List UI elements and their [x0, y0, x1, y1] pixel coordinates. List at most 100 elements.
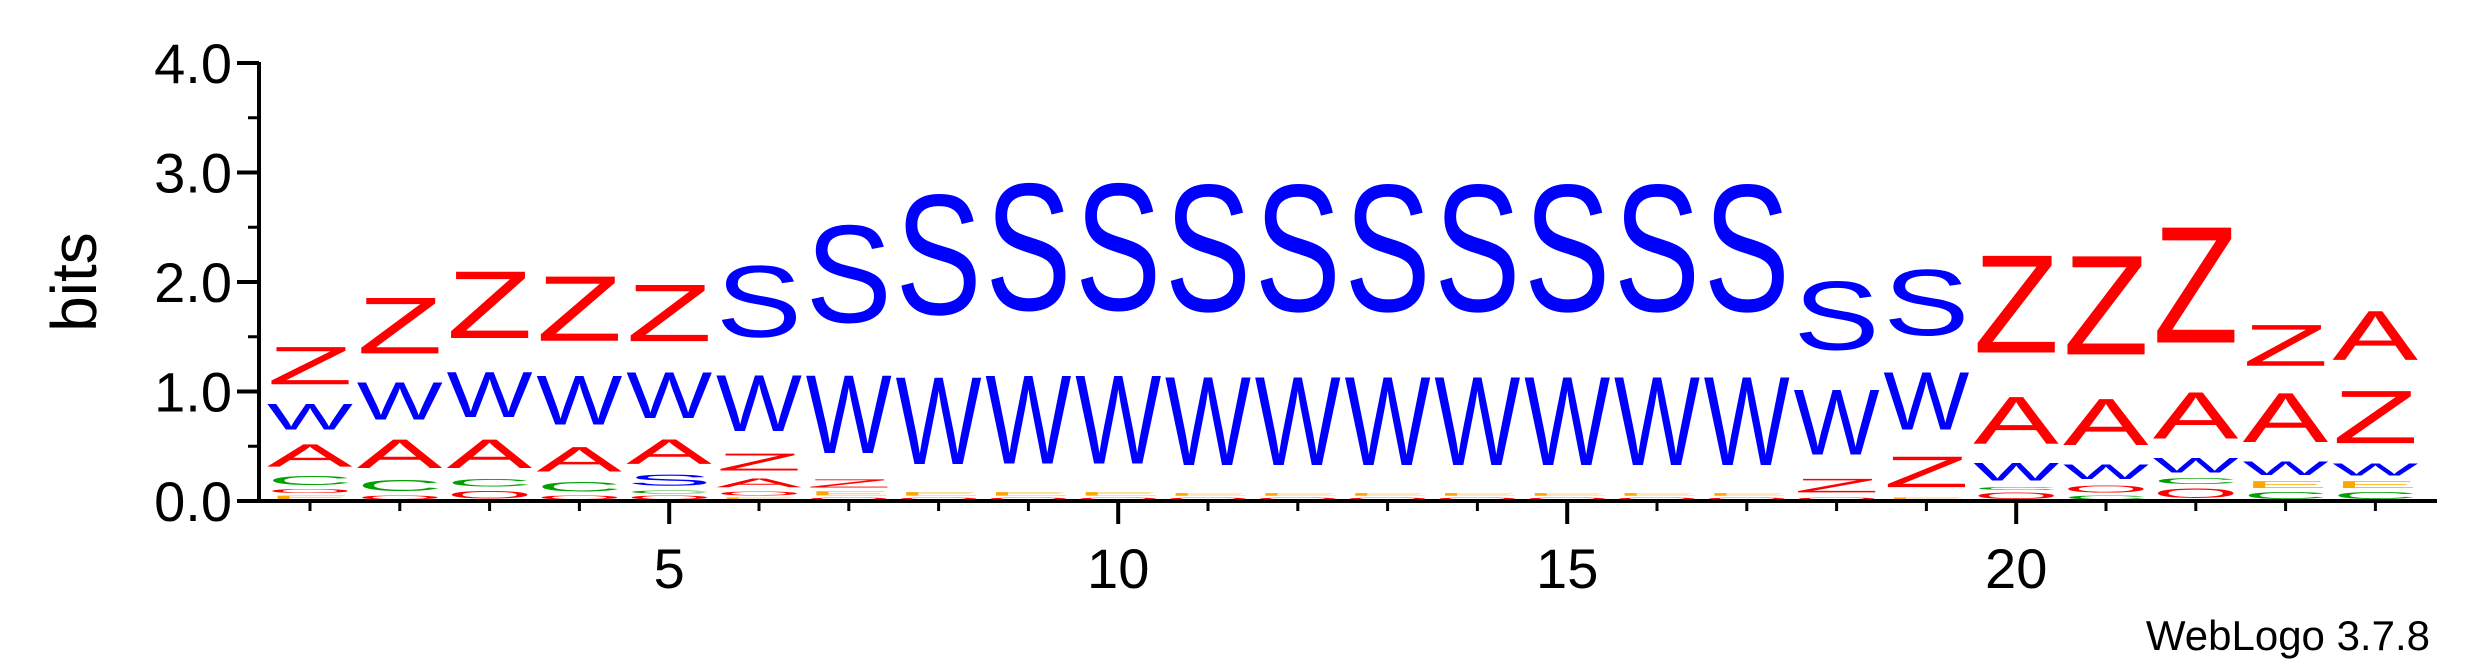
logo-letter-S: S	[806, 196, 892, 352]
logo-letter-E: E	[1883, 497, 1969, 501]
logo-letter-W: W	[267, 396, 353, 438]
logo-letter-Z: Z	[447, 251, 533, 359]
logo-letter-W: W	[1794, 371, 1880, 475]
x-tick-label: 10	[1087, 537, 1149, 600]
logo-axes: 0.0 1.0 2.0 3.0 4.0 5 10 15 20 bits WebLogo 3.7…	[38, 32, 2437, 659]
logo-letter-Z: Z	[2063, 227, 2149, 386]
y-tick-label: 0.0	[154, 470, 232, 533]
y-tick-label: 3.0	[154, 142, 232, 205]
y-tick-label: 2.0	[154, 251, 232, 314]
logo-letter-S: S	[1165, 147, 1251, 350]
logo-letter-Z: Z	[2243, 312, 2329, 378]
logo-stacks: EOCAWZOCAWZOCAWZOCAWZOCSAWZEOAZWSOEZWSOE…	[267, 146, 2418, 501]
logo-letter-Z: Z	[1973, 226, 2059, 383]
logo-letter-E: E	[1075, 491, 1161, 496]
logo-letter-E: E	[1255, 492, 1341, 496]
logo-letter-O: O	[1973, 491, 2059, 501]
logo-letter-A: A	[2063, 384, 2150, 459]
logo-letter-S: S	[1883, 250, 1969, 355]
logo-letter-W: W	[896, 352, 982, 492]
logo-letter-W: W	[2063, 460, 2150, 484]
logo-letter-C: C	[1973, 486, 2059, 491]
logo-letter-Z: Z	[2332, 375, 2418, 459]
logo-letter-S: S	[1255, 147, 1341, 350]
logo-letter-Z: Z	[1794, 475, 1880, 497]
logo-letter-O: O	[626, 494, 712, 501]
logo-letter-S: S	[1524, 147, 1610, 350]
logo-letter-C: C	[536, 479, 622, 494]
logo-letter-S: S	[1614, 147, 1700, 350]
logo-letter-Z: Z	[536, 257, 622, 361]
logo-letter-O: O	[267, 488, 353, 495]
logo-letter-E: E	[716, 497, 802, 501]
logo-letter-C: C	[626, 489, 712, 494]
logo-letter-O: O	[985, 497, 1071, 501]
y-tick-label: 4.0	[154, 32, 232, 95]
logo-letter-O: O	[716, 490, 802, 497]
logo-letter-Z: Z	[1883, 448, 1969, 497]
logo-letter-E: E	[1434, 492, 1520, 496]
logo-letter-W: W	[447, 358, 533, 431]
weblogo-version: WebLogo 3.7.8	[2146, 612, 2430, 659]
logo-letter-E: E	[1614, 492, 1700, 496]
logo-letter-O: O	[357, 494, 443, 501]
logo-letter-A: A	[2332, 296, 2418, 375]
logo-letter-S: S	[1434, 147, 1520, 350]
logo-letter-A: A	[1973, 382, 2059, 458]
logo-letter-W: W	[1524, 351, 1610, 493]
logo-letter-O: O	[1165, 497, 1251, 501]
logo-letter-A: A	[626, 432, 712, 471]
logo-letter-W: W	[1973, 459, 2059, 486]
logo-letter-Z: Z	[357, 281, 443, 371]
logo-letter-O: O	[1075, 497, 1161, 501]
logo-letter-E: E	[1165, 492, 1251, 496]
logo-letter-E: E	[1345, 492, 1431, 496]
logo-letter-E: E	[267, 494, 353, 501]
y-axis-label: bits	[38, 232, 110, 332]
logo-letter-O: O	[1434, 497, 1520, 501]
logo-letter-W: W	[806, 352, 892, 477]
logo-letter-E: E	[985, 491, 1071, 496]
logo-letter-W: W	[1075, 350, 1161, 492]
logo-letter-W: W	[1614, 351, 1700, 493]
logo-letter-O: O	[1345, 497, 1431, 501]
y-tick-label: 1.0	[154, 361, 232, 424]
logo-letter-E: E	[1704, 492, 1790, 496]
logo-letter-C: C	[267, 474, 353, 488]
logo-letter-W: W	[985, 350, 1071, 492]
logo-letter-E: E	[896, 491, 982, 496]
logo-letter-W: W	[716, 359, 802, 449]
logo-letter-Z: Z	[626, 268, 712, 359]
logo-letter-W: W	[1883, 356, 1969, 448]
logo-letter-C: C	[447, 477, 533, 489]
logo-letter-A: A	[536, 440, 622, 479]
logo-letter-W: W	[1345, 351, 1431, 493]
logo-letter-O: O	[1255, 497, 1341, 501]
logo-letter-C: C	[2332, 490, 2418, 501]
logo-letter-E: E	[1524, 492, 1610, 496]
logo-letter-C: C	[2153, 477, 2239, 486]
logo-letter-C: C	[357, 477, 443, 495]
logo-letter-S: S	[1075, 146, 1161, 349]
logo-letter-S: S	[626, 472, 712, 489]
logo-letter-E: E	[2243, 479, 2329, 490]
x-tick-label: 20	[1985, 537, 2047, 600]
logo-letter-W: W	[1704, 351, 1790, 493]
